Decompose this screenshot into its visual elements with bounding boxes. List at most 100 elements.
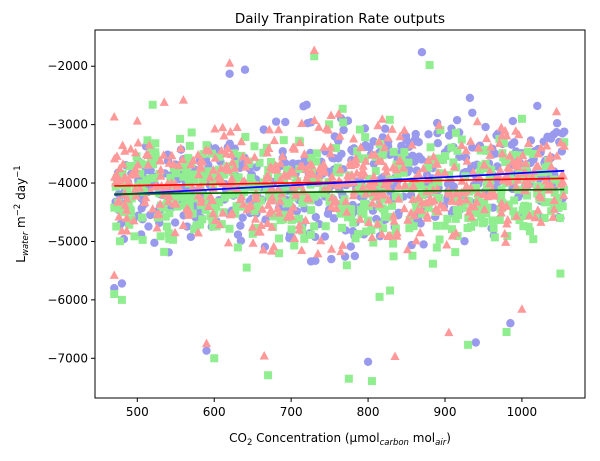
square-point — [541, 163, 550, 172]
triangle-point — [143, 150, 154, 159]
triangle-point — [364, 217, 374, 227]
triangle-point — [267, 195, 277, 205]
triangle-point — [307, 160, 317, 169]
square-point — [490, 233, 499, 242]
triangle-point — [466, 136, 476, 145]
circle-point — [311, 256, 320, 265]
triangle-point — [473, 143, 484, 152]
triangle-point — [218, 122, 228, 132]
triangle-point — [275, 158, 286, 168]
triangle-point — [479, 159, 489, 169]
triangle-point — [266, 205, 276, 215]
square-point — [451, 128, 460, 137]
triangle-point — [548, 212, 558, 221]
triangle-point — [294, 225, 304, 234]
square-point — [294, 214, 303, 223]
square-point — [165, 234, 174, 243]
x-tick-label: 600 — [203, 405, 226, 419]
square-point — [495, 215, 504, 224]
triangle-point — [288, 168, 298, 177]
triangle-point — [255, 227, 265, 236]
triangle-point — [416, 205, 426, 214]
triangle-point — [126, 144, 136, 153]
square-point — [234, 173, 243, 182]
triangle-point — [152, 223, 162, 232]
triangle-point — [288, 202, 299, 211]
square-point — [489, 224, 498, 233]
square-point — [424, 163, 433, 172]
square-point — [182, 191, 191, 200]
triangle-point — [387, 124, 397, 133]
triangle-point — [468, 167, 478, 177]
circle-point — [350, 251, 360, 261]
triangle-point — [294, 220, 304, 229]
triangle-point — [369, 171, 379, 180]
square-point — [232, 202, 241, 211]
circle-point — [552, 128, 561, 137]
triangle-point — [383, 182, 393, 192]
circle-point — [170, 218, 180, 227]
triangle-point — [502, 130, 512, 140]
triangle-point — [210, 153, 220, 162]
circle-point — [186, 232, 196, 242]
triangle-point — [259, 350, 269, 360]
x-tick-label: 800 — [357, 405, 380, 419]
triangle-point — [433, 206, 443, 216]
square-point — [233, 243, 242, 252]
square-point — [185, 179, 194, 188]
circle-point — [508, 116, 518, 126]
square-point — [110, 290, 119, 299]
triangle-point — [130, 163, 141, 173]
square-point — [208, 216, 217, 225]
triangle-point — [236, 136, 246, 146]
triangle-point — [341, 196, 351, 205]
triangle-point — [496, 122, 506, 132]
square-point — [357, 210, 366, 219]
triangle-point — [407, 140, 417, 149]
square-point — [432, 221, 441, 230]
square-point — [332, 144, 341, 153]
triangle-point — [227, 173, 237, 183]
triangle-point — [367, 198, 377, 207]
square-point — [378, 151, 387, 160]
square-point — [408, 251, 417, 260]
triangle-point — [263, 218, 273, 227]
square-point — [435, 235, 444, 244]
triangle-point — [457, 140, 467, 150]
triangle-point — [338, 240, 348, 249]
triangle-point — [201, 338, 212, 348]
square-point — [171, 169, 180, 178]
circle-point — [433, 139, 443, 148]
triangle-point — [381, 166, 391, 176]
triangle-point — [399, 203, 409, 213]
square-point — [478, 199, 487, 208]
square-point — [285, 198, 294, 207]
triangle-point — [366, 150, 377, 159]
triangle-point — [358, 161, 368, 170]
square-point — [424, 203, 433, 212]
circle-point — [417, 155, 426, 164]
square-point — [510, 196, 519, 205]
triangle-point — [355, 214, 365, 223]
triangle-point — [374, 136, 384, 146]
square-point — [504, 200, 513, 209]
triangle-point — [295, 179, 305, 189]
square-point — [298, 199, 307, 208]
square-point — [496, 194, 505, 203]
square-point — [126, 207, 135, 216]
square-point — [209, 172, 218, 181]
triangle-point — [358, 182, 368, 192]
square-point — [280, 176, 289, 185]
circle-point — [281, 117, 290, 127]
triangle-point — [462, 181, 472, 190]
triangle-point — [388, 211, 399, 220]
square-point — [554, 204, 563, 213]
square-point — [336, 209, 345, 218]
square-point — [321, 222, 330, 231]
triangle-point — [299, 149, 309, 158]
square-point — [497, 189, 506, 198]
circle-point — [460, 236, 469, 246]
square-point — [190, 175, 199, 184]
